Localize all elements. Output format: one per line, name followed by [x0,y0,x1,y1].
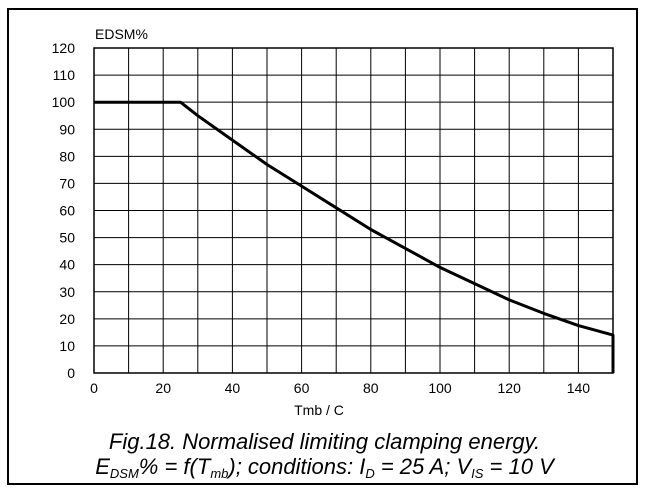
x-tick-label: 100 [428,380,452,396]
x-tick-labels: 0 20 40 60 80 100 120 140 [90,380,590,396]
y-tick-label: 110 [53,67,76,83]
y-tick-label: 100 [52,94,76,110]
y-tick-labels: 0 10 20 30 40 50 60 70 80 90 100 110 120 [52,40,76,381]
x-tick-label: 0 [90,380,98,396]
y-tick-label: 40 [59,257,75,273]
y-tick-label: 30 [59,284,75,300]
caption-line-2: EDSM% = f(Tmb); conditions: ID = 25 A; V… [95,454,554,481]
y-tick-label: 50 [59,230,75,246]
series-group [94,100,615,373]
y-tick-label: 80 [59,148,75,164]
y-tick-label: 0 [67,365,75,381]
y-tick-label: 90 [59,121,75,137]
chart-grid [93,47,614,374]
y-tick-label: 60 [59,203,75,219]
y-axis-label: EDSM% [95,26,148,42]
x-tick-label: 80 [363,380,379,396]
caption-line-1: Fig.18. Normalised limiting clamping ene… [108,429,541,454]
figure-frame [7,8,638,485]
y-tick-label: 120 [52,40,76,56]
y-tick-label: 70 [59,175,75,191]
x-tick-label: 40 [225,380,241,396]
x-tick-label: 120 [498,380,522,396]
plot-area-border [93,47,614,374]
x-axis-label: Tmb / C [294,402,344,418]
y-tick-label: 10 [59,338,75,354]
x-tick-label: 60 [294,380,310,396]
x-tick-label: 20 [155,380,171,396]
y-tick-label: 20 [59,311,75,327]
series-line [94,100,615,373]
x-tick-label: 140 [567,380,591,396]
